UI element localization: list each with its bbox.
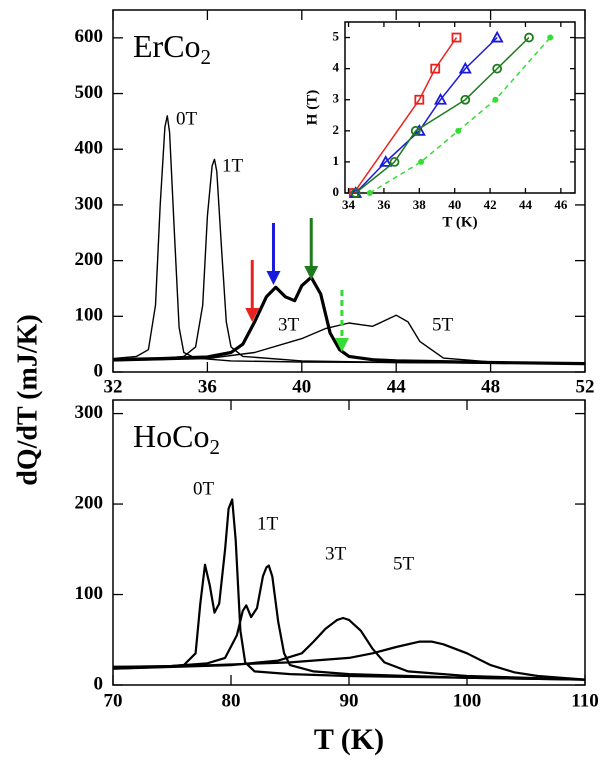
marker (455, 127, 462, 134)
y-tick-label: 5 (333, 29, 340, 44)
panel-label: HoCo2 (133, 418, 220, 458)
x-tick-label: 46 (554, 197, 568, 212)
x-tick-label: 40 (448, 197, 461, 212)
marker (418, 158, 425, 165)
x-tick-label: 90 (340, 690, 359, 711)
y-tick-label: 2 (333, 122, 340, 137)
curve-label: 3T (325, 543, 347, 564)
curve (112, 115, 586, 365)
marker (458, 61, 472, 74)
arrow-head (245, 308, 260, 322)
panel-label-text: HoCo (133, 418, 209, 454)
x-tick-label: 110 (571, 690, 598, 711)
inset-x-label: T (K) (442, 214, 477, 230)
marker (492, 96, 499, 103)
y-tick-label: 300 (75, 193, 104, 214)
curve (355, 36, 530, 194)
x-tick-label: 100 (453, 690, 482, 711)
y-tick-label: 300 (75, 402, 104, 423)
y-tick-label: 4 (333, 60, 340, 75)
x-tick-label: 36 (198, 376, 217, 397)
curve-label: 3T (278, 314, 300, 335)
panel-label-subscript: 2 (201, 45, 212, 69)
arrow (266, 223, 281, 285)
x-tick-label: 48 (481, 376, 500, 397)
panel-label: ErCo2 (133, 28, 211, 68)
marker (389, 157, 400, 167)
curve (355, 36, 498, 194)
arrow (304, 218, 319, 280)
curve (112, 616, 586, 681)
y-tick-label: 200 (75, 249, 104, 270)
plot-frame (112, 399, 586, 686)
panel-label-subscript: 2 (209, 435, 220, 459)
curve-label: 0T (193, 478, 215, 499)
marker (379, 155, 393, 167)
marker (524, 32, 534, 43)
y-tick-label: 400 (75, 138, 104, 159)
x-tick-label: 40 (292, 376, 311, 397)
curve (353, 37, 458, 194)
marker (430, 63, 441, 74)
curve-label: 0T (176, 108, 198, 129)
marker (350, 188, 361, 198)
x-tick-label: 36 (377, 197, 391, 212)
marker (547, 34, 554, 41)
arrow (245, 260, 260, 322)
x-tick-label: 80 (222, 690, 241, 711)
x-axis-label: T (K) (314, 723, 384, 756)
arrow-head (266, 271, 281, 285)
y-axis-label: dQ/dT (mJ/K) (12, 314, 43, 485)
curve (112, 158, 586, 365)
curve (112, 275, 586, 366)
panel-label-text: ErCo (133, 28, 201, 64)
y-tick-label: 1 (333, 153, 340, 168)
x-tick-label: 32 (104, 376, 123, 397)
marker (366, 190, 373, 196)
y-tick-label: 200 (75, 492, 104, 513)
x-tick-label: 44 (519, 197, 533, 212)
marker (451, 32, 462, 43)
y-tick-label: 600 (75, 26, 104, 47)
curve-label: 1T (222, 155, 244, 176)
arrow-head (304, 266, 319, 280)
x-tick-label: 38 (413, 197, 427, 212)
x-tick-label: 42 (484, 197, 497, 212)
y-tick-label: 0 (333, 184, 340, 199)
curve (112, 314, 586, 365)
marker (410, 125, 421, 136)
curve-label: 1T (257, 513, 279, 534)
marker (490, 30, 504, 43)
curve-label: 5T (432, 314, 454, 335)
curve-label: 5T (393, 553, 415, 574)
y-tick-label: 0 (94, 360, 104, 381)
x-tick-label: 44 (387, 376, 407, 397)
y-tick-label: 3 (333, 91, 340, 106)
y-tick-label: 500 (75, 82, 104, 103)
marker (460, 94, 471, 105)
arrow-head (334, 338, 349, 352)
y-tick-label: 100 (75, 583, 104, 604)
arrow (334, 290, 349, 352)
x-tick-label: 52 (576, 376, 595, 397)
marker (414, 94, 425, 105)
y-tick-label: 100 (75, 305, 104, 326)
inset-y-label: H (T) (304, 90, 320, 125)
x-tick-label: 34 (342, 197, 356, 212)
y-tick-label: 0 (94, 673, 104, 694)
x-tick-label: 70 (104, 690, 123, 711)
curve (112, 640, 586, 681)
marker (434, 92, 448, 105)
curve (113, 498, 586, 681)
curve (112, 564, 586, 681)
marker (492, 63, 503, 74)
